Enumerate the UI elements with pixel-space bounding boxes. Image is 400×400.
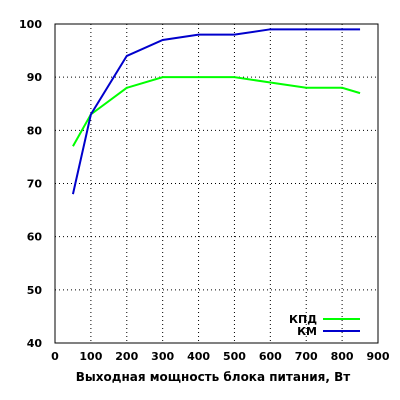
x-tick-label: 900 [367,350,390,363]
x-tick-label: 400 [187,350,210,363]
series-layer [71,28,361,195]
y-tick-label: 60 [27,231,43,244]
y-tick-label: 90 [27,71,43,84]
x-axis-title: Выходная мощность блока питания, Вт [76,370,351,384]
x-tick-label: 800 [331,350,354,363]
legend-label: КПД [289,313,317,326]
y-tick-label: 80 [27,124,43,137]
x-tick-label: 0 [51,350,59,363]
x-tick-label: 200 [115,350,138,363]
x-tick-label: 700 [295,350,318,363]
series-line-1 [72,76,361,147]
y-tick-label: 70 [27,178,43,191]
x-tick-label: 100 [79,350,102,363]
x-tick-label: 500 [223,350,246,363]
plot-frame-layer [54,23,379,344]
x-tick-label: 300 [151,350,174,363]
series-line-2 [71,28,361,195]
x-tick-label: 600 [259,350,282,363]
y-tick-label: 100 [19,18,42,31]
y-tick-label: 50 [27,284,43,297]
legend-label: КМ [297,325,317,338]
grid [55,24,378,343]
plot-frame [54,23,379,344]
tick-labels: 0 100 200 300 400 500 600 700 800 900 40 50 60 70 80 90… [19,18,390,363]
y-tick-label: 40 [27,337,43,350]
